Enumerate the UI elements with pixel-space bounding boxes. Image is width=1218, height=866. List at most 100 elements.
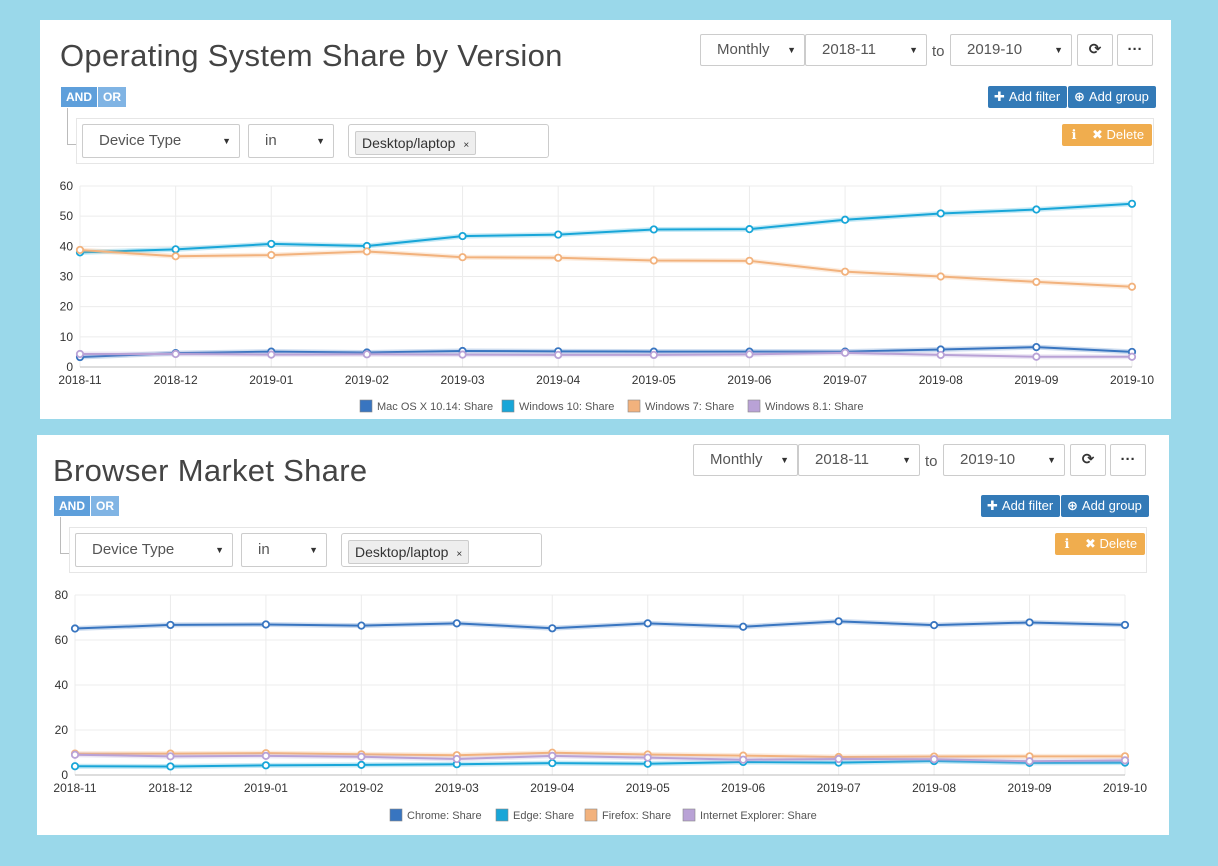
data-point[interactable] — [643, 753, 652, 762]
data-point[interactable] — [936, 350, 945, 360]
operator-select[interactable]: in ▼ — [248, 124, 334, 158]
data-point[interactable] — [834, 617, 843, 626]
data-point[interactable] — [840, 348, 850, 357]
field-select[interactable]: Device Type ▼ — [75, 533, 233, 567]
data-point[interactable] — [1120, 756, 1130, 765]
and-button[interactable]: AND — [54, 496, 90, 516]
data-point[interactable] — [458, 253, 467, 262]
data-point[interactable] — [166, 752, 175, 761]
data-point[interactable] — [548, 624, 557, 633]
data-point[interactable] — [643, 619, 652, 628]
data-point[interactable] — [357, 621, 366, 630]
data-point[interactable] — [1025, 618, 1034, 627]
value-tag-input[interactable]: Desktop/laptop × — [341, 533, 542, 567]
legend-label[interactable]: Windows 8.1: Share — [765, 401, 863, 413]
more-options-button[interactable]: ··· — [1117, 34, 1153, 66]
delete-button[interactable]: ℹ ✖ Delete — [1062, 124, 1153, 146]
more-options-button[interactable]: ··· — [1110, 444, 1146, 476]
data-point[interactable] — [171, 349, 180, 359]
add-filter-button[interactable]: ✚ Add filter — [988, 86, 1068, 108]
data-point[interactable] — [936, 272, 945, 281]
add-group-button[interactable]: ⊕ Add group — [1068, 86, 1156, 108]
add-filter-button[interactable]: ✚ Add filter — [981, 495, 1061, 517]
data-point[interactable] — [840, 215, 850, 224]
data-point[interactable] — [554, 230, 563, 239]
interval-select[interactable]: Monthly ▼ — [700, 34, 805, 66]
data-point[interactable] — [357, 752, 366, 761]
data-point[interactable] — [840, 267, 850, 276]
data-point[interactable] — [1032, 277, 1041, 287]
legend-label[interactable]: Mac OS X 10.14: Share — [377, 401, 493, 413]
add-group-button[interactable]: ⊕ Add group — [1061, 495, 1149, 517]
data-point[interactable] — [267, 350, 276, 359]
data-point[interactable] — [362, 247, 372, 256]
legend-label[interactable]: Firefox: Share — [602, 810, 671, 822]
data-point[interactable] — [1127, 282, 1137, 291]
legend-label[interactable]: Edge: Share — [513, 810, 574, 822]
data-point[interactable] — [166, 762, 175, 771]
and-button[interactable]: AND — [61, 87, 97, 107]
legend-label[interactable]: Windows 7: Share — [645, 401, 734, 413]
field-select[interactable]: Device Type ▼ — [82, 124, 240, 158]
delete-button[interactable]: ℹ ✖ Delete — [1055, 533, 1146, 555]
data-point[interactable] — [548, 758, 557, 768]
data-point[interactable] — [936, 209, 945, 218]
data-point[interactable] — [739, 755, 748, 764]
data-point[interactable] — [458, 350, 467, 359]
close-icon[interactable]: × — [463, 140, 470, 151]
data-point[interactable] — [649, 350, 658, 360]
to-date-select[interactable]: 2019-10 ▼ — [950, 34, 1072, 66]
data-point[interactable] — [1120, 620, 1130, 630]
data-point[interactable] — [75, 349, 85, 359]
data-point[interactable] — [834, 754, 843, 764]
data-point[interactable] — [267, 239, 276, 249]
legend-label[interactable]: Internet Explorer: Share — [700, 810, 817, 822]
data-point[interactable] — [1032, 352, 1041, 361]
data-point[interactable] — [452, 619, 461, 628]
from-date-select[interactable]: 2018-11 ▼ — [805, 34, 927, 66]
data-point[interactable] — [548, 751, 557, 760]
data-point[interactable] — [70, 762, 80, 771]
data-point[interactable] — [929, 755, 939, 764]
data-point[interactable] — [171, 252, 180, 261]
or-button[interactable]: OR — [97, 87, 126, 107]
data-point[interactable] — [745, 350, 754, 359]
data-point[interactable] — [1032, 205, 1041, 214]
data-point[interactable] — [75, 245, 85, 255]
value-tag-input[interactable]: Desktop/laptop × — [348, 124, 549, 158]
data-point[interactable] — [458, 231, 467, 241]
data-point[interactable] — [929, 621, 939, 630]
legend-label[interactable]: Chrome: Share — [407, 810, 482, 822]
data-point[interactable] — [649, 225, 658, 234]
data-point[interactable] — [739, 622, 748, 631]
data-point[interactable] — [261, 620, 271, 629]
close-icon[interactable]: × — [456, 549, 463, 560]
interval-select[interactable]: Monthly ▼ — [693, 444, 798, 476]
data-point[interactable] — [1127, 199, 1137, 208]
from-date-select[interactable]: 2018-11 ▼ — [798, 444, 920, 476]
data-point[interactable] — [745, 225, 754, 234]
legend-label[interactable]: Windows 10: Share — [519, 401, 614, 413]
data-point[interactable] — [452, 754, 461, 764]
data-point[interactable] — [745, 256, 754, 265]
data-point[interactable] — [261, 761, 271, 770]
data-point[interactable] — [171, 245, 180, 254]
data-point[interactable] — [362, 350, 372, 359]
data-point[interactable] — [357, 760, 366, 769]
data-point[interactable] — [70, 624, 80, 633]
data-point[interactable] — [1025, 757, 1034, 766]
data-point[interactable] — [267, 250, 276, 260]
operator-select[interactable]: in ▼ — [241, 533, 327, 567]
data-point[interactable] — [554, 350, 563, 360]
data-point[interactable] — [554, 253, 563, 262]
refresh-button[interactable]: ⟳ — [1070, 444, 1106, 476]
data-point[interactable] — [70, 750, 80, 759]
data-point[interactable] — [649, 256, 658, 265]
data-point[interactable] — [261, 751, 271, 760]
data-point[interactable] — [1032, 342, 1041, 352]
to-date-select[interactable]: 2019-10 ▼ — [943, 444, 1065, 476]
refresh-button[interactable]: ⟳ — [1077, 34, 1113, 66]
data-point[interactable] — [1127, 352, 1137, 361]
or-button[interactable]: OR — [90, 496, 119, 516]
data-point[interactable] — [166, 620, 175, 630]
